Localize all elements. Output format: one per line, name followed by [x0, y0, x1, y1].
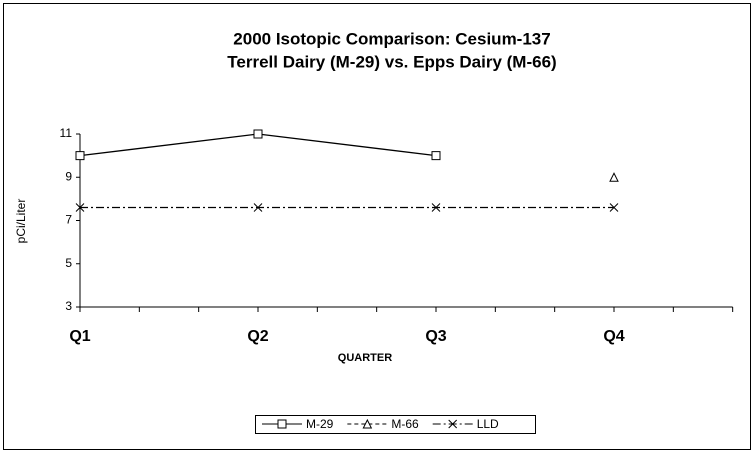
y-tick-label: 3	[65, 299, 72, 313]
marker-x	[431, 203, 441, 212]
marker-x	[253, 203, 263, 212]
marker-x	[609, 203, 619, 212]
y-tick-label: 7	[65, 213, 72, 227]
marker-x	[75, 203, 85, 212]
x-tick-label: Q4	[603, 328, 624, 345]
legend-marker	[448, 419, 458, 429]
marker-square	[75, 151, 85, 161]
y-tick-label: 11	[60, 126, 73, 140]
x-axis-label: QUARTER	[338, 352, 392, 364]
marker-square	[253, 129, 263, 139]
legend-marker	[362, 418, 373, 429]
x-tick-label: Q2	[247, 328, 268, 345]
legend-label: LLD	[477, 417, 499, 431]
x-tick-label: Q1	[69, 328, 90, 345]
marker-square	[431, 151, 441, 161]
chart-title: 2000 Isotopic Comparison: Cesium-137	[233, 29, 550, 48]
legend-box	[255, 415, 536, 434]
y-tick-label: 9	[65, 169, 72, 183]
chart-frame	[3, 3, 751, 450]
x-tick-label: Q3	[425, 328, 446, 345]
legend-label: M-29	[306, 417, 334, 431]
legend-label: M-66	[391, 417, 419, 431]
chart-subtitle: Terrell Dairy (M-29) vs. Epps Dairy (M-6…	[227, 52, 556, 71]
marker-triangle	[609, 172, 619, 182]
y-tick-label: 5	[65, 256, 72, 270]
legend-marker	[277, 419, 287, 429]
y-axis-label: pCi/Liter	[14, 199, 28, 244]
